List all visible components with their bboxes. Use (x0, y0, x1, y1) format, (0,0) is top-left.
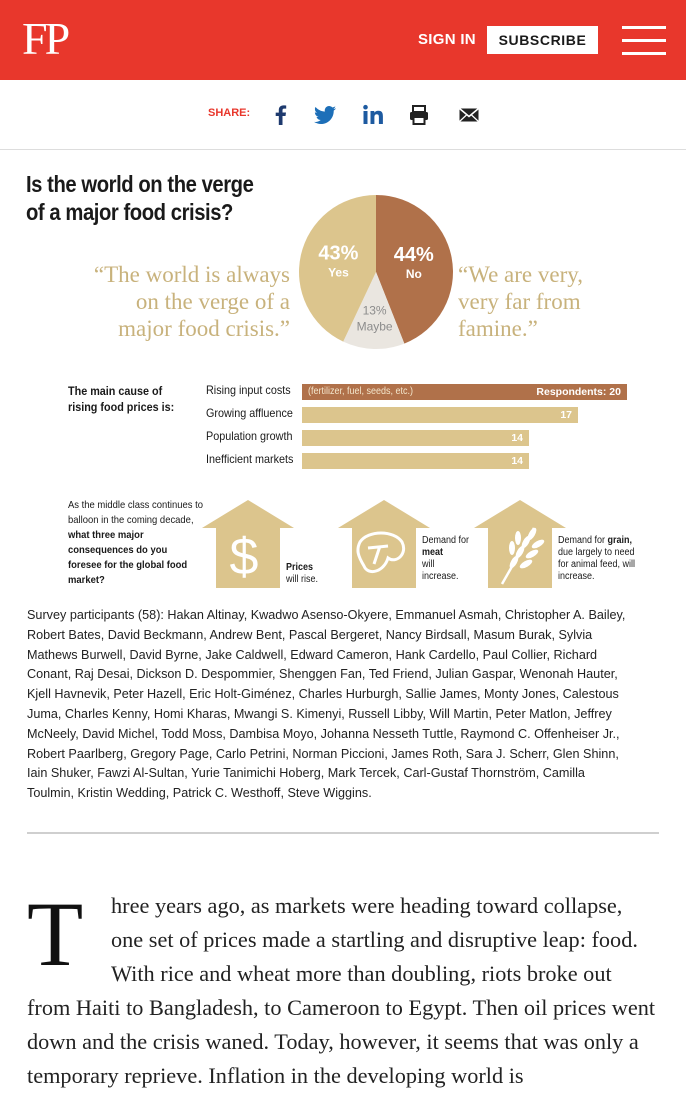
print-icon[interactable] (406, 102, 432, 128)
pie-value-label: 13% (363, 304, 387, 318)
pie-slice-no (376, 195, 453, 344)
title-line-1: Is the world on the verge (26, 171, 254, 197)
quote-no-line: very far from (458, 289, 581, 314)
wheat-house-icon (474, 500, 566, 588)
bar-category-label: Rising input costs (206, 383, 291, 397)
quote-no-line: “We are very, (458, 262, 583, 287)
consequence-grain: Demand for grain, due largely to need fo… (558, 535, 635, 583)
consequence-text: will (422, 559, 435, 570)
cause-question-line: rising food prices is: (68, 400, 175, 414)
consequence-prices: Prices will rise. (286, 562, 318, 586)
article-body: T hree years ago, as markets were headin… (27, 883, 659, 1093)
email-icon[interactable] (456, 102, 482, 128)
sign-in-link[interactable]: SIGN IN (418, 31, 476, 48)
bar-category-label: Growing affluence (206, 406, 293, 420)
bar-category-label: Inefficient markets (206, 452, 294, 466)
pie-slice-yes (299, 195, 376, 342)
cause-question-line: The main cause of (68, 384, 163, 398)
consequence-text: increase. (558, 571, 595, 582)
consequence-text: increase. (422, 571, 459, 582)
dollar-house-icon: $ (202, 500, 294, 588)
hamburger-menu-icon[interactable] (622, 24, 666, 56)
survey-participants: Survey participants (58): Hakan Altinay,… (27, 607, 626, 801)
bar (302, 407, 578, 423)
twitter-icon[interactable] (312, 102, 338, 128)
consequence-text: Demand for (422, 535, 470, 546)
bar-value-label: Respondents: 20 (536, 386, 621, 398)
divider (27, 832, 659, 834)
cause-question: The main cause of rising food prices is: (68, 383, 174, 415)
bar-value-label: 14 (511, 432, 523, 444)
linkedin-icon[interactable] (360, 102, 386, 128)
pie-category-label: Maybe (357, 320, 393, 334)
question-text: As the middle class continues to balloon… (68, 499, 203, 526)
consequence-bold: Prices (286, 562, 314, 573)
title-line-2: of a major food crisis? (26, 199, 233, 225)
infographic-title: Is the world on the verge of a major foo… (26, 170, 254, 226)
bar (302, 453, 529, 469)
consequence-text: will rise. (286, 574, 319, 585)
pie-slice-maybe (343, 272, 405, 349)
drop-cap: T (27, 883, 84, 985)
consequence-text: for animal feed, will (558, 559, 636, 570)
pie-value-label: 43% (318, 243, 358, 265)
consequence-bold: grain, (607, 535, 633, 546)
consequence-text: Demand for (558, 535, 606, 546)
share-label: SHARE: (208, 107, 251, 119)
quote-yes-line: major food crisis.” (118, 316, 290, 341)
steak-house-icon (338, 500, 430, 588)
fp-logo[interactable]: FP (22, 13, 70, 64)
middle-class-question: As the middle class continues to balloon… (68, 498, 203, 588)
site-header: FP SIGN IN SUBSCRIBE (0, 0, 686, 80)
quote-no: “We are very, very far from famine.” (458, 261, 678, 342)
bar (302, 384, 627, 400)
bar-value-label: 17 (560, 409, 572, 421)
quote-yes-line: on the verge of a (135, 289, 290, 314)
pie-category-label: Yes (328, 266, 349, 280)
quote-yes: “The world is always on the verge of a m… (40, 261, 290, 342)
subscribe-button[interactable]: SUBSCRIBE (487, 26, 598, 54)
question-text-bold: what three major consequences do you for… (68, 529, 188, 586)
share-bar: SHARE: (0, 80, 686, 150)
article-paragraph: hree years ago, as markets were heading … (27, 893, 656, 1088)
bar (302, 430, 529, 446)
consequence-meat: Demand for meat will increase. (422, 535, 469, 583)
quote-yes-line: “The world is always (93, 262, 290, 287)
quote-no-line: famine.” (458, 316, 538, 341)
consequence-bold: meat (422, 547, 444, 558)
bar-category-label: Population growth (206, 429, 293, 443)
facebook-icon[interactable] (268, 102, 294, 128)
pie-value-label: 44% (394, 244, 434, 266)
svg-text:$: $ (230, 528, 259, 586)
food-crisis-infographic: Is the world on the verge of a major foo… (0, 150, 686, 605)
bar-note: (fertilizer, fuel, seeds, etc.) (308, 386, 414, 397)
bar-value-label: 14 (511, 455, 523, 467)
consequence-text: due largely to need (558, 547, 635, 558)
survey-pie-chart: 43%Yes 44%No 13% Maybe (299, 195, 453, 349)
pie-category-label: No (406, 267, 422, 281)
